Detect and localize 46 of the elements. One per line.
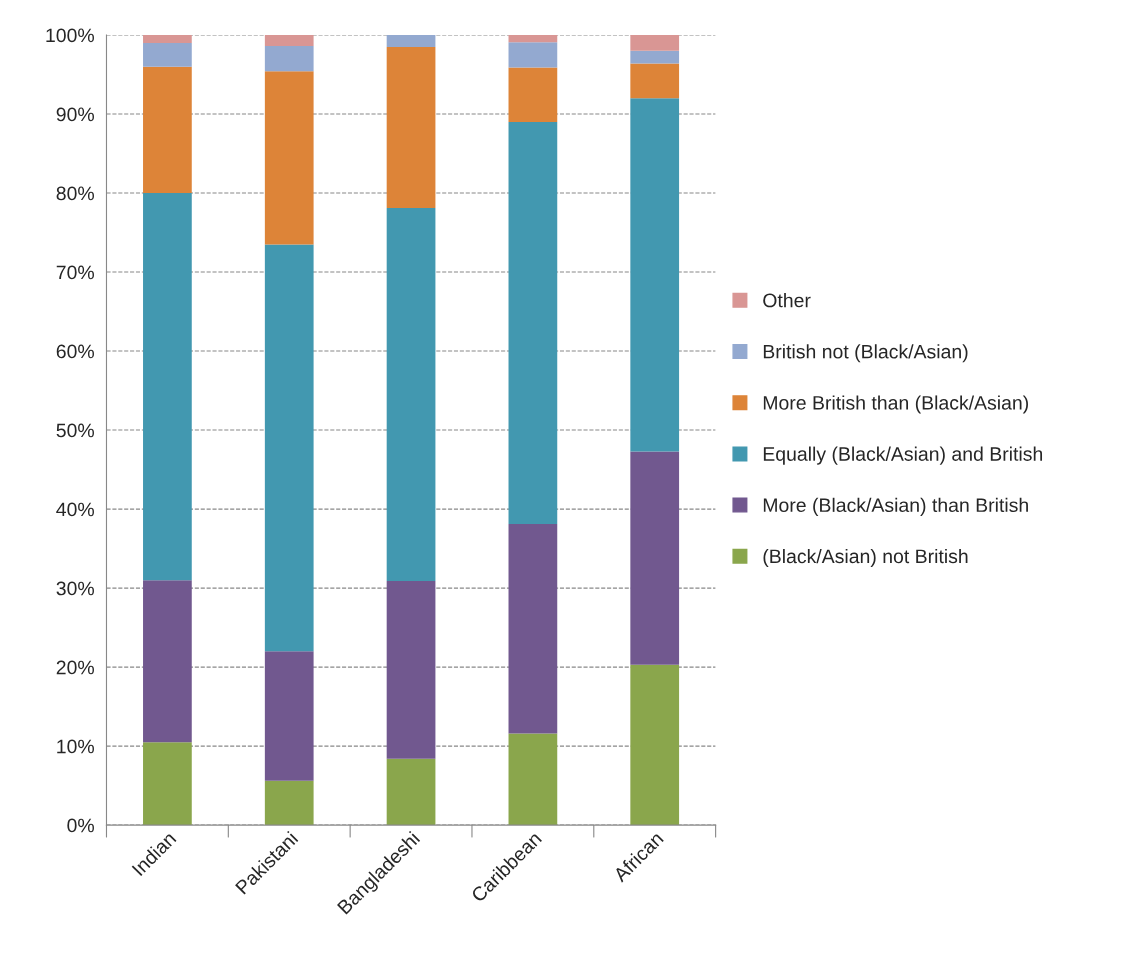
y-tick-label: 90% [56, 107, 94, 122]
bar [386, 758, 436, 826]
bar [508, 733, 558, 826]
bar [508, 67, 558, 122]
bar [630, 35, 680, 51]
bar [264, 35, 314, 47]
bar [508, 121, 558, 525]
legend-label: (Black/Asian) not British [763, 548, 968, 568]
bar [143, 42, 192, 67]
y-tick-label: 30% [56, 581, 94, 596]
bar [264, 244, 314, 652]
bar [508, 35, 558, 43]
bar [630, 98, 680, 452]
bar [508, 524, 558, 734]
bar [630, 451, 680, 665]
bar [143, 35, 192, 43]
legend-label: More (Black/Asian) than British [763, 497, 1028, 516]
bar [143, 580, 192, 743]
y-tick-label: 0% [67, 818, 94, 833]
bar [143, 66, 192, 194]
bar [264, 46, 314, 72]
bar [143, 193, 192, 581]
bar [386, 580, 436, 759]
legend-label: Equally (Black/Asian) and British [763, 446, 1043, 465]
bar [264, 780, 314, 826]
bar [386, 208, 436, 581]
bar [386, 35, 436, 47]
legend-label: British not (Black/Asian) [763, 344, 968, 363]
bar [264, 71, 314, 245]
bar [630, 63, 680, 99]
y-tick-label: 100% [46, 28, 94, 43]
legend-label: More British than (Black/Asian) [763, 395, 1028, 414]
y-tick-label: 60% [56, 344, 94, 359]
bar [143, 742, 192, 826]
bar [264, 651, 314, 781]
y-tick-label: 80% [56, 186, 94, 201]
legend-label: Other [763, 293, 811, 308]
y-tick-label: 20% [56, 660, 94, 675]
y-tick-label: 70% [56, 265, 94, 280]
y-tick-label: 50% [56, 423, 94, 438]
bar [508, 42, 558, 68]
y-tick-label: 40% [56, 502, 94, 517]
bar [386, 46, 436, 209]
bar [630, 50, 680, 64]
bar [630, 664, 680, 826]
y-tick-label: 10% [57, 739, 94, 754]
